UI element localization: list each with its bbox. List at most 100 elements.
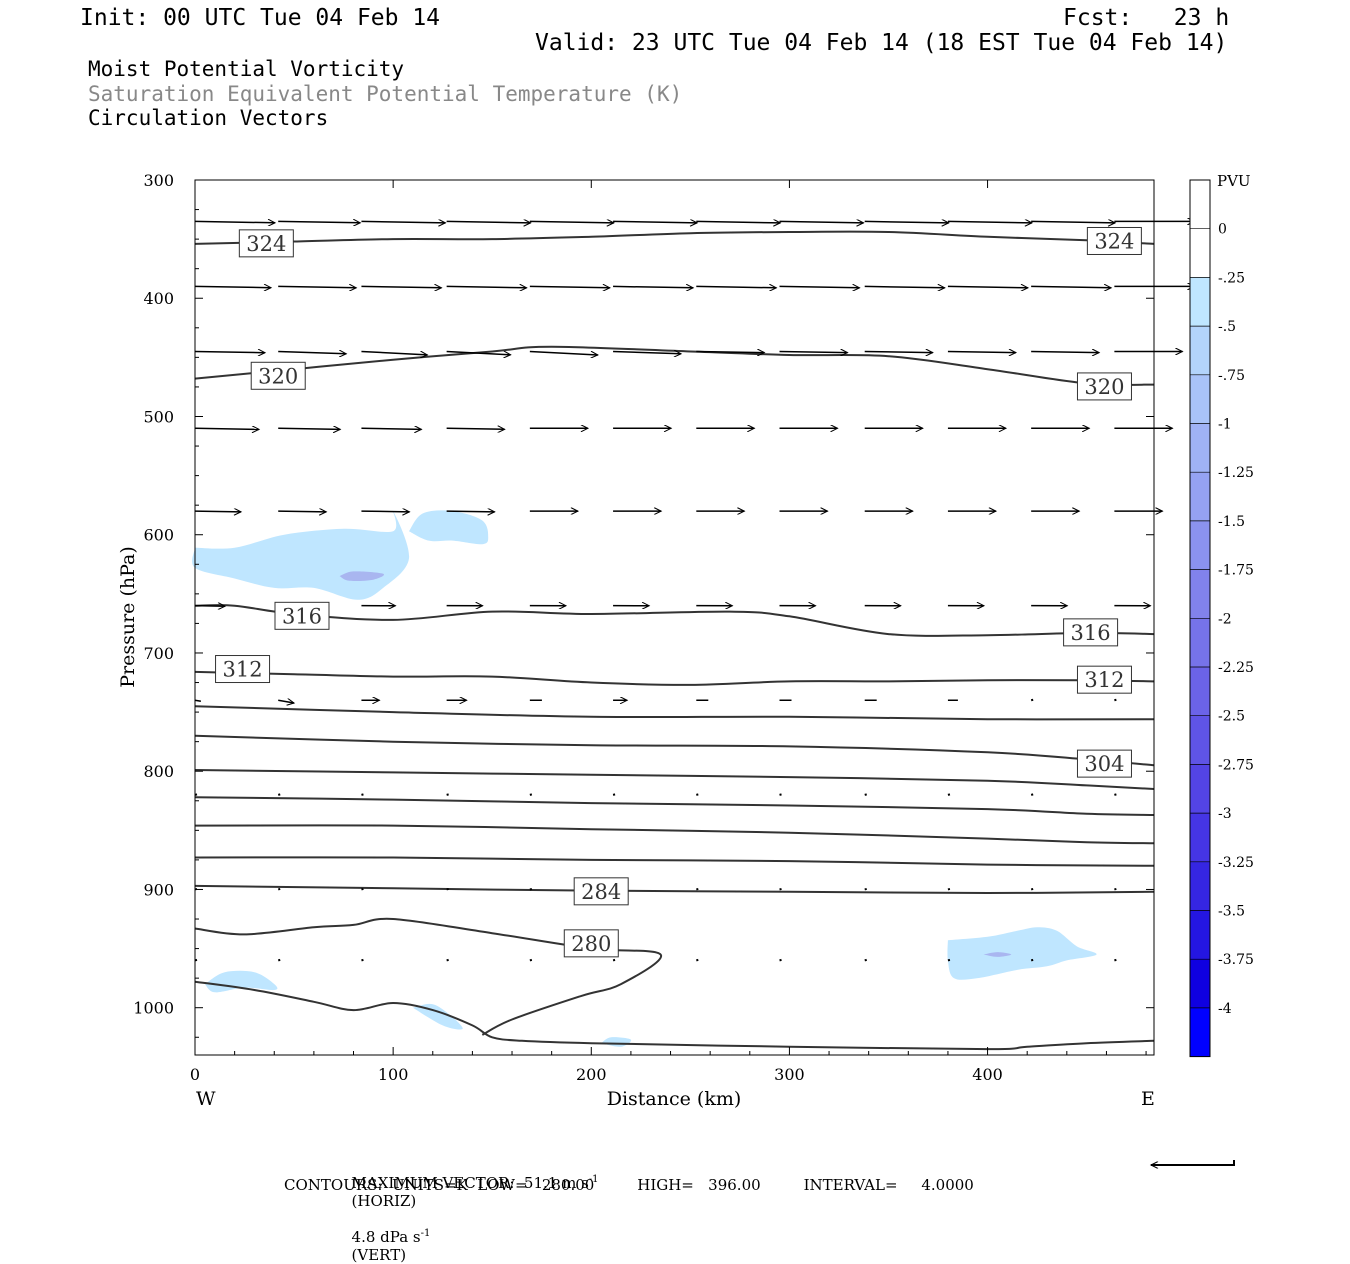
contour-label: 316: [282, 604, 322, 628]
vector-arrow: [948, 794, 950, 795]
vector-arrow: [361, 351, 427, 354]
west-label: W: [196, 1088, 216, 1110]
x-tick-label: 300: [774, 1065, 805, 1084]
vector-arrow: [530, 351, 598, 355]
colorbar-title: PVU: [1217, 172, 1251, 190]
colorbar-swatch: [1190, 229, 1210, 278]
contour-label: 320: [1084, 375, 1124, 399]
vector-arrow: [278, 960, 280, 961]
contour-label: 312: [1084, 668, 1124, 692]
vector-arrow: [948, 960, 950, 961]
theta-contour-304: [195, 736, 1154, 766]
colorbar-tick-label: -2.5: [1218, 709, 1245, 725]
pv-region: [947, 927, 1096, 980]
colorbar-swatch: [1190, 618, 1210, 667]
vector-arrow: [361, 221, 445, 223]
y-tick-label: 300: [143, 171, 174, 190]
y-tick-label: 400: [143, 289, 174, 308]
colorbar-swatch: [1190, 521, 1210, 570]
colorbar-swatch: [1190, 180, 1210, 229]
vector-arrow: [447, 286, 527, 287]
east-label: E: [1141, 1088, 1155, 1110]
vector-arrow: [278, 511, 326, 512]
vector-arrow: [696, 286, 776, 287]
vector-arrow: [696, 889, 698, 890]
vector-arrow: [696, 221, 780, 223]
y-tick-label: 700: [143, 644, 174, 663]
x-tick-label: 100: [378, 1065, 409, 1084]
vector-arrow: [865, 960, 867, 961]
vector-arrow: [195, 511, 241, 512]
contour-label: 324: [1094, 229, 1134, 253]
vector-arrow: [865, 221, 949, 223]
colorbar-swatch: [1190, 570, 1210, 619]
max-vector-line: MAXIMUM VECTOR: 51.1 m s-1 (HORIZ) 4.8 d…: [342, 1156, 599, 1264]
vector-arrow: [361, 960, 363, 961]
vector-arrow: [361, 794, 363, 795]
contour-label: 324: [246, 232, 286, 256]
colorbar-tick-label: -1: [1218, 417, 1232, 433]
contour-label: 312: [223, 658, 263, 682]
pv-region: [205, 971, 278, 993]
contour-label: 280: [571, 932, 611, 956]
vector-arrow: [361, 286, 441, 287]
vector-arrow: [361, 889, 363, 890]
vector-arrow: [530, 221, 614, 223]
vector-arrow: [948, 221, 1032, 223]
vector-arrow: [278, 351, 346, 353]
theta-contour-312: [195, 672, 1154, 685]
contour-label: 304: [1084, 752, 1124, 776]
contour-label: 316: [1071, 621, 1111, 645]
vector-arrow: [447, 511, 495, 512]
vector-arrow: [278, 286, 356, 287]
vector-arrow: [1031, 889, 1033, 890]
pv-region: [409, 510, 488, 544]
vector-arrow: [613, 794, 615, 795]
theta-contour-296: [195, 797, 1154, 815]
vector-arrow: [530, 960, 532, 961]
pv-region: [601, 1037, 631, 1047]
colorbar-swatch: [1190, 667, 1210, 716]
vector-arrow: [361, 511, 409, 512]
vector-arrow: [780, 794, 782, 795]
pv-colorbar: 0-.25-.5-.75-1-1.25-1.5-1.75-2-2.25-2.5-…: [1190, 180, 1254, 1057]
vector-arrow: [780, 221, 864, 223]
vector-arrow: [195, 286, 271, 287]
colorbar-swatch: [1190, 716, 1210, 765]
theta-contour-324: [195, 232, 1154, 244]
vector-arrow: [780, 351, 848, 352]
colorbar-tick-label: -3.5: [1218, 904, 1245, 920]
colorbar-swatch: [1190, 424, 1210, 473]
vector-arrow: [447, 428, 505, 429]
vector-arrow: [780, 960, 782, 961]
colorbar-tick-label: -.5: [1218, 319, 1236, 335]
horiz-text: (HORIZ): [352, 1192, 417, 1210]
vector-arrow: [613, 351, 681, 353]
colorbar-swatch: [1190, 472, 1210, 521]
vert-sup: -1: [421, 1228, 431, 1239]
colorbar-swatch: [1190, 813, 1210, 862]
vector-arrow: [865, 351, 933, 352]
vector-arrow: [948, 351, 1016, 352]
y-tick-label: 900: [143, 880, 174, 899]
y-tick-label: 500: [143, 407, 174, 426]
colorbar-swatch: [1190, 959, 1210, 1008]
vector-arrow: [1031, 351, 1099, 352]
colorbar-tick-label: -3: [1218, 806, 1232, 822]
theta-contour-292: [195, 825, 1154, 843]
vector-arrow: [447, 794, 449, 795]
colorbar-swatch: [1190, 1008, 1210, 1057]
theta-contour-280: [195, 982, 1154, 1049]
y-axis-label: Pressure (hPa): [117, 546, 139, 688]
colorbar-tick-label: -1.5: [1218, 514, 1245, 530]
colorbar-swatch: [1190, 375, 1210, 424]
vector-arrow: [195, 221, 275, 222]
vector-arrow: [1114, 700, 1116, 701]
vector-arrow: [278, 889, 280, 890]
vector-arrow: [696, 960, 698, 961]
vector-arrow: [865, 794, 867, 795]
colorbar-swatch: [1190, 326, 1210, 375]
vector-arrow: [195, 606, 225, 607]
vector-arrow: [1031, 221, 1115, 223]
vector-arrow: [1031, 700, 1033, 701]
